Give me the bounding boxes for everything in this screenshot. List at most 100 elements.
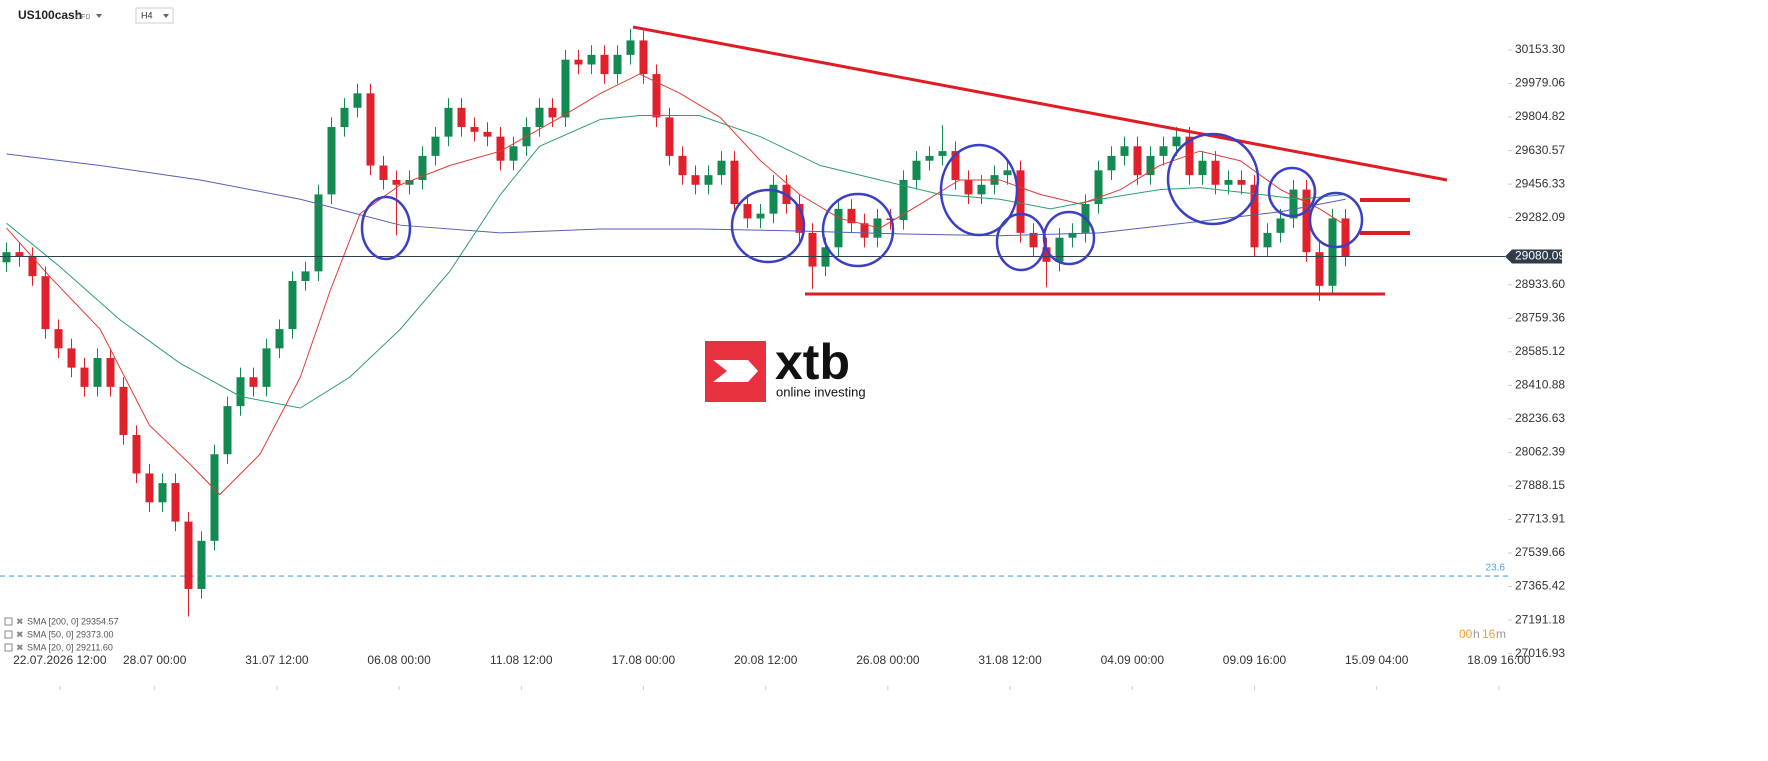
candle-body [1094, 170, 1103, 205]
circles [360, 132, 1364, 272]
instrument[interactable]: US100cash [18, 8, 82, 22]
candle-body [119, 386, 128, 435]
candle-body [561, 59, 570, 118]
candle-body [28, 256, 37, 277]
candle-body [236, 377, 245, 407]
x-tick-label: 28.07 00:00 [123, 653, 187, 667]
candle-body [54, 329, 63, 349]
timeframe[interactable]: H4 [141, 10, 153, 20]
candle-body [548, 107, 557, 118]
candle-body [145, 473, 154, 503]
x-tick-label: 31.07 12:00 [245, 653, 309, 667]
circle [1308, 191, 1364, 249]
y-tick-label: 27016.93 [1515, 646, 1565, 660]
sma-line [6, 73, 1346, 496]
circle [360, 195, 412, 261]
candle-body [743, 204, 752, 219]
circle [1042, 210, 1096, 266]
x-tick-label: 18.09 16:00 [1467, 653, 1531, 667]
circle [1267, 166, 1317, 218]
x-tick-label: 15.09 04:00 [1345, 653, 1409, 667]
x-tick-label: 09.09 16:00 [1223, 653, 1287, 667]
candle-body [1276, 218, 1285, 233]
candle-body [1159, 146, 1168, 156]
candle-body [574, 59, 583, 65]
y-tick-label: 28585.12 [1515, 344, 1565, 358]
candle-body [925, 155, 934, 161]
candle-body [457, 107, 466, 128]
candle-body [938, 151, 947, 156]
candle-body [340, 107, 349, 128]
y-tick-label: 28759.36 [1515, 310, 1565, 324]
timer-part: 16 [1482, 627, 1496, 641]
candle-body [1315, 252, 1324, 286]
candle-body [964, 179, 973, 195]
y-tick-label: 29282.09 [1515, 210, 1565, 224]
y-tick-label: 27191.18 [1515, 612, 1565, 626]
candle-body [1042, 247, 1051, 262]
candle-body [405, 179, 414, 185]
candle-body [652, 74, 661, 118]
x-tick-label: 11.08 12:00 [490, 653, 553, 667]
dropdown-arrow[interactable] [96, 14, 102, 18]
candle-body [665, 117, 674, 156]
candle-body [730, 160, 739, 205]
candle-body [847, 208, 856, 224]
candle-body [899, 179, 908, 220]
y-tick-label: 27365.42 [1515, 579, 1565, 593]
candle-body [717, 160, 726, 176]
candle-body [1328, 218, 1337, 286]
dropdown-arrow[interactable] [163, 14, 169, 18]
candle-body [431, 136, 440, 156]
instrument-type: CFD [76, 14, 90, 21]
candle-body [353, 93, 362, 108]
last-price-label: 29080.09 [1515, 249, 1565, 263]
timer-part: 00 [1459, 627, 1473, 641]
legend-icon [4, 617, 13, 626]
logo-tagline: online investing [776, 384, 866, 399]
candle-body [1003, 170, 1012, 176]
candle-body [639, 40, 648, 75]
y-tick-label: 27539.66 [1515, 545, 1565, 559]
candle-body [600, 54, 609, 75]
y-tick-label: 29979.06 [1515, 76, 1565, 90]
x-tick-label: 31.08 12:00 [978, 653, 1042, 667]
timeframe-box[interactable] [135, 7, 174, 24]
candle-body [327, 127, 336, 195]
fib-label: 23.6 [1486, 563, 1506, 574]
candle-body [1250, 184, 1259, 248]
candle-body [314, 194, 323, 272]
candle-body [275, 329, 284, 349]
trend-line [632, 25, 1448, 182]
legend-icon-x: ✖ [16, 616, 24, 626]
candle-body [197, 540, 206, 589]
candle-body [704, 175, 713, 185]
candle-body [41, 276, 50, 330]
timer-part: m [1496, 627, 1506, 641]
candle-body [613, 54, 622, 75]
x-tick-label: 17.08 00:00 [612, 653, 676, 667]
candle-body [1029, 232, 1038, 248]
candle-body [1172, 136, 1181, 147]
candle-body [535, 107, 544, 128]
candle-body [977, 184, 986, 195]
candle-body [1146, 155, 1155, 176]
candle-body [860, 223, 869, 238]
candle-body [392, 179, 401, 185]
y-tick-label: 28236.63 [1515, 411, 1565, 425]
y-tick-label: 28062.39 [1515, 445, 1565, 459]
y-tick-label: 30153.30 [1515, 42, 1565, 56]
legend-icon-x: ✖ [16, 629, 24, 639]
candle-body [418, 155, 427, 180]
y-tick-label: 29456.33 [1515, 176, 1565, 190]
legend-label: SMA [50, 0] 29373.00 [27, 629, 114, 639]
candle-body [795, 204, 804, 233]
candle-body [223, 406, 232, 455]
candle-body [1120, 146, 1129, 156]
candle-body [1016, 170, 1025, 233]
candle-body [158, 483, 167, 503]
candle-body [1068, 232, 1077, 238]
candle-body [93, 357, 102, 387]
